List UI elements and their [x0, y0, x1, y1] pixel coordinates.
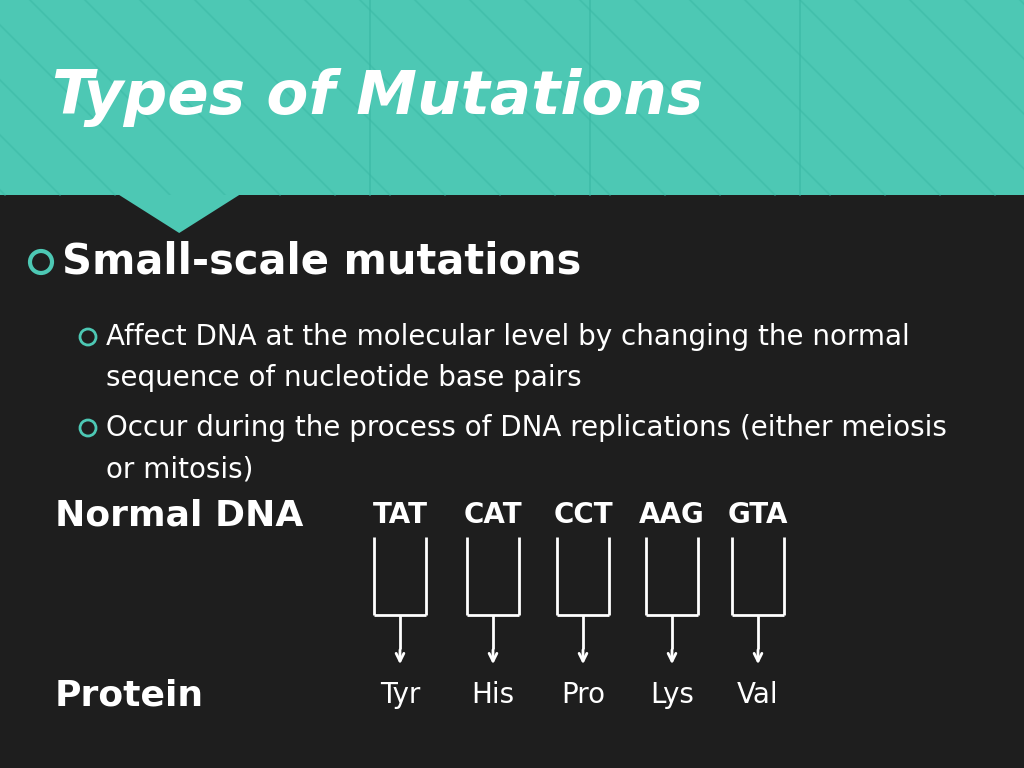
Text: CCT: CCT: [553, 501, 612, 529]
Text: CAT: CAT: [464, 501, 522, 529]
Polygon shape: [119, 195, 240, 233]
Text: Tyr: Tyr: [380, 681, 420, 709]
Text: Normal DNA: Normal DNA: [55, 498, 303, 532]
Text: AAG: AAG: [639, 501, 705, 529]
Text: His: His: [471, 681, 515, 709]
Text: Pro: Pro: [561, 681, 605, 709]
Text: Affect DNA at the molecular level by changing the normal
sequence of nucleotide : Affect DNA at the molecular level by cha…: [106, 323, 909, 392]
Text: Protein: Protein: [55, 678, 204, 712]
Text: TAT: TAT: [373, 501, 427, 529]
Text: Val: Val: [737, 681, 779, 709]
Text: Types of Mutations: Types of Mutations: [52, 68, 703, 127]
Text: Small-scale mutations: Small-scale mutations: [62, 241, 582, 283]
Bar: [0, 0, 1024, 195]
Text: Lys: Lys: [650, 681, 694, 709]
Text: Occur during the process of DNA replications (either meiosis
or mitosis): Occur during the process of DNA replicat…: [106, 414, 947, 483]
Text: GTA: GTA: [728, 501, 788, 529]
